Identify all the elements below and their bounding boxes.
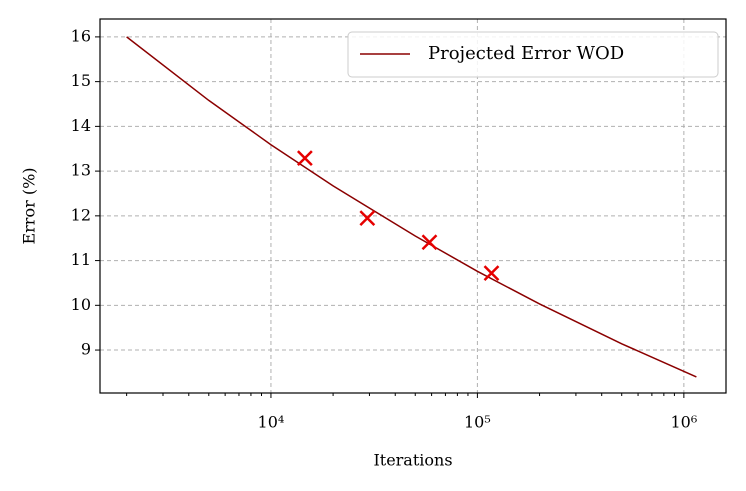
legend-label: Projected Error WOD [428,43,624,64]
plot-frame [99,18,727,394]
marker [483,265,500,281]
x-axis-label: Iterations [373,451,452,470]
y-tick-label: 16 [71,26,91,45]
x-tick-label: 10⁴ [258,413,285,432]
y-tick-label: 11 [71,250,91,269]
marker [421,234,438,251]
line [126,36,697,378]
marker [359,210,376,226]
x-tick-label: 10⁶ [670,413,697,432]
y-tick-label: 14 [71,116,91,135]
y-tick-label: 13 [71,161,91,180]
y-axis-label: Error (%) [20,167,39,244]
y-tick-label: 15 [71,71,91,90]
x-tick-label: 10⁵ [464,413,491,432]
y-tick-label: 9 [81,340,91,359]
y-tick-label: 10 [71,295,91,314]
y-tick-label: 12 [71,205,91,224]
legend-box [347,31,719,78]
marker [296,150,313,167]
